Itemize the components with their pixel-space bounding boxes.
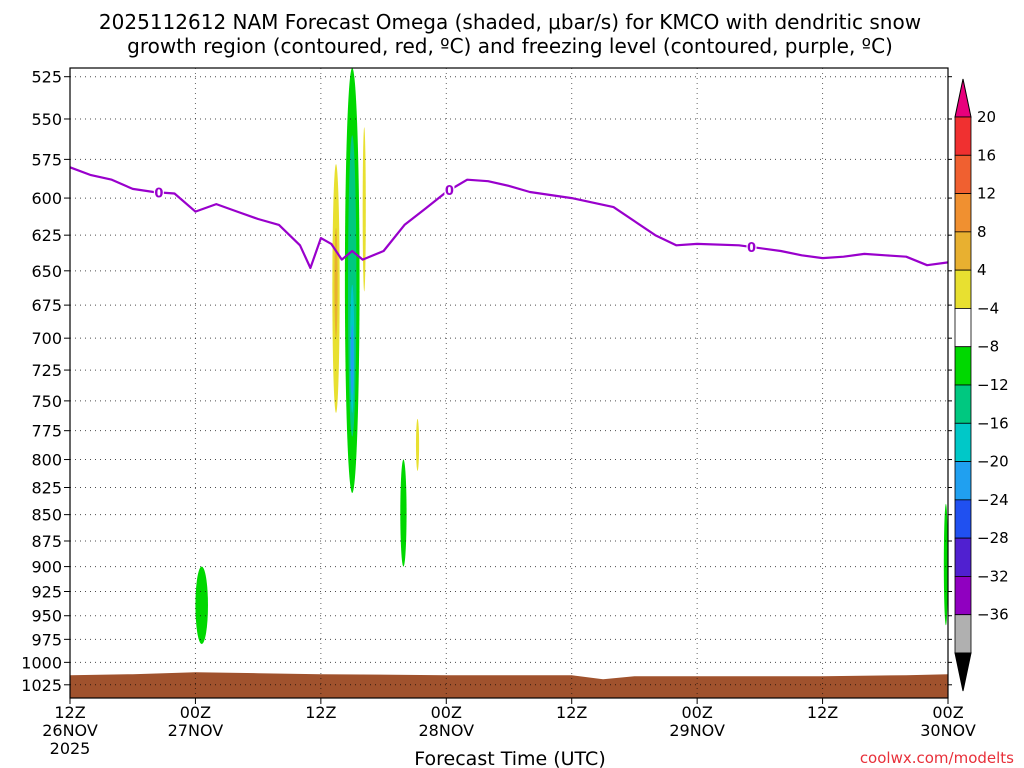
colorbar-label: −4 [977, 299, 999, 317]
omega-region-8 [362, 127, 366, 292]
colorbar-segment [954, 499, 972, 539]
colorbar-label: −24 [977, 491, 1009, 509]
y-tick-label: 675 [31, 296, 62, 315]
x-tick-date: 29NOV [669, 721, 725, 740]
y-tick-label: 925 [31, 582, 62, 601]
colorbar-top-arrow [954, 78, 972, 118]
omega-region-4 [350, 325, 354, 395]
plot-area: 0 0 0 [69, 67, 949, 699]
colorbar-label: 12 [977, 185, 996, 203]
colorbar-segment [954, 231, 972, 271]
y-tick-label: 550 [31, 110, 62, 129]
y-tick-label: 850 [31, 506, 62, 525]
y-tick-label: 1025 [21, 676, 62, 695]
omega-region-10 [334, 227, 338, 339]
x-tick-label: 00Z [180, 703, 211, 722]
y-tick-label: 825 [31, 479, 62, 498]
contour-label-bg [444, 182, 455, 198]
plot-border [69, 67, 949, 699]
x-tick-date: 30NOV [920, 721, 976, 740]
colorbar-label: −32 [977, 567, 1009, 585]
colorbar-label: 20 [977, 108, 996, 126]
x-tick-label: 12Z [807, 703, 838, 722]
x-tick-label: 12Z [556, 703, 587, 722]
terrain-fill [70, 672, 948, 698]
freezing-level-label: 0 [747, 241, 756, 256]
colorbar: 20 16 12 8 4 −4 −8 −12 −16 −20 −24 −28 −32 −36 [954, 78, 1009, 692]
colorbar-label: −28 [977, 529, 1009, 547]
y-tick-label: 775 [31, 422, 62, 441]
colorbar-segment [954, 537, 972, 577]
contour-label-bg [153, 184, 164, 200]
colorbar-segment [954, 346, 972, 386]
omega-region-9 [415, 418, 420, 471]
y-tick-label: 700 [31, 329, 62, 348]
x-tick-label: 00Z [681, 703, 712, 722]
chart-title-line-2: growth region (contoured, red, ºC) and f… [127, 34, 893, 58]
y-tick-label: 1000 [21, 653, 62, 672]
colorbar-segment [954, 154, 972, 194]
x-axis-label: Forecast Time (UTC) [414, 748, 605, 768]
y-tick-label: 975 [31, 630, 62, 649]
x-tick-label: 00Z [431, 703, 462, 722]
plot-background [70, 68, 948, 698]
y-tick-label: 725 [31, 361, 62, 380]
colorbar-label: −12 [977, 376, 1009, 394]
colorbar-segment [954, 116, 972, 156]
colorbar-bottom-arrow [954, 652, 972, 692]
omega-region-5 [400, 459, 407, 567]
colorbar-label: 4 [977, 261, 987, 279]
colorbar-segment [954, 461, 972, 501]
x-tick-date: 27NOV [168, 721, 224, 740]
x-tick-year: 2025 [50, 739, 91, 758]
y-tick-label: 875 [31, 532, 62, 551]
freezing-level-label: 0 [154, 186, 163, 201]
x-tick-label: 12Z [305, 703, 336, 722]
y-tick-label: 750 [31, 392, 62, 411]
colorbar-label: 16 [977, 146, 996, 164]
y-axis-ticks: 525 550 575 600 625 650 675 700 725 750 775 800 825 8… [21, 68, 952, 695]
colorbar-segment [954, 576, 972, 616]
y-tick-label: 800 [31, 451, 62, 470]
colorbar-segment [954, 614, 972, 654]
x-tick-label: 00Z [932, 703, 963, 722]
colorbar-label: −16 [977, 414, 1009, 432]
y-tick-label: 525 [31, 68, 62, 87]
colorbar-segment [954, 422, 972, 462]
colorbar-label: −20 [977, 453, 1009, 471]
colorbar-segment [954, 308, 972, 348]
y-tick-label: 600 [31, 189, 62, 208]
omega-region-6 [943, 503, 949, 626]
colorbar-label: 8 [977, 223, 987, 241]
x-tick-date: 28NOV [418, 721, 474, 740]
credit-text: coolwx.com/modelts [860, 749, 1014, 767]
contour-label-bg [746, 239, 757, 255]
y-tick-label: 900 [31, 558, 62, 577]
y-tick-label: 650 [31, 262, 62, 281]
x-tick-label: 12Z [54, 703, 85, 722]
chart-title-line-1: 2025112612 NAM Forecast Omega (shaded, μ… [99, 10, 921, 34]
colorbar-segment [954, 269, 972, 309]
y-tick-label: 950 [31, 607, 62, 626]
x-tick-date: 26NOV [42, 721, 98, 740]
colorbar-segment [954, 384, 972, 424]
freezing-level-label: 0 [445, 184, 454, 199]
colorbar-label: −8 [977, 338, 999, 356]
y-tick-label: 625 [31, 226, 62, 245]
y-tick-label: 575 [31, 150, 62, 169]
omega-region-0 [195, 566, 208, 644]
colorbar-label: −36 [977, 606, 1009, 624]
colorbar-segment [954, 193, 972, 233]
freezing-level-line [69, 166, 949, 270]
